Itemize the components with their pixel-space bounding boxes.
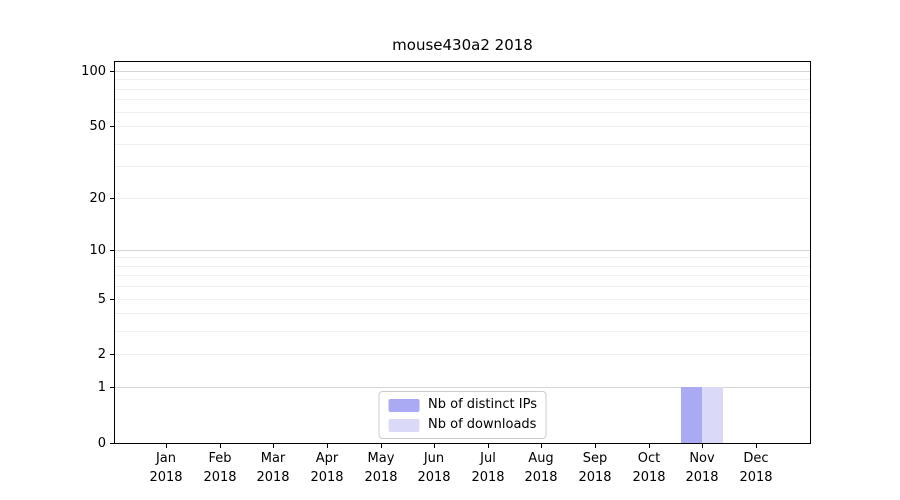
y-tick-mark (110, 299, 114, 300)
x-tick-year: 2018 (578, 469, 612, 485)
y-gridline-minor (115, 274, 810, 276)
x-tick-mark (488, 444, 489, 448)
x-tick-label: Nov 2018 (685, 450, 718, 488)
y-tick-label: 1 (97, 380, 106, 395)
y-gridline-minor (115, 88, 810, 90)
legend-item: Nb of downloads (388, 417, 537, 433)
x-tick-year: 2018 (364, 469, 398, 485)
x-tick-label: Jul 2018 (471, 450, 504, 488)
x-tick-month: Mar (260, 451, 286, 466)
legend-swatch-downloads (388, 418, 420, 432)
y-gridline-minor (115, 165, 810, 167)
y-gridline-major (115, 249, 810, 251)
x-tick-month: Feb (208, 451, 232, 466)
y-gridline-minor (115, 98, 810, 100)
x-tick-year: 2018 (310, 469, 344, 485)
legend-swatch-distinct-ips (388, 398, 420, 412)
x-tick-month: Jul (480, 451, 496, 466)
y-tick-mark (110, 250, 114, 251)
x-tick-mark (434, 444, 435, 448)
y-tick-label: 50 (89, 119, 106, 134)
legend-label: Nb of downloads (428, 417, 537, 432)
x-tick-label: Oct 2018 (632, 450, 665, 488)
x-tick-label: Sep 2018 (578, 450, 611, 488)
y-tick-mark (110, 198, 114, 199)
y-tick-mark (110, 354, 114, 355)
y-gridline-minor (115, 265, 810, 267)
x-tick-year: 2018 (739, 469, 773, 485)
x-tick-label: Jun 2018 (417, 450, 450, 488)
y-gridline-minor (115, 125, 810, 127)
x-tick-mark (273, 444, 274, 448)
legend: Nb of distinct IPs Nb of downloads (378, 391, 547, 439)
x-tick-month: Apr (315, 451, 339, 466)
x-tick-year: 2018 (203, 469, 237, 485)
x-tick-mark (702, 444, 703, 448)
x-tick-mark (166, 444, 167, 448)
y-gridline-minor (115, 312, 810, 314)
y-tick-label: 5 (97, 292, 106, 307)
x-tick-month: Jun (423, 451, 445, 466)
y-gridline-minor (115, 111, 810, 113)
x-tick-month: Oct (637, 451, 661, 466)
x-tick-month: Nov (689, 451, 715, 466)
x-tick-label: Jan 2018 (149, 450, 182, 488)
x-tick-label: Apr 2018 (310, 450, 343, 488)
x-tick-label: Mar 2018 (256, 450, 289, 488)
y-tick-label: 0 (97, 436, 106, 451)
y-tick-label: 20 (89, 191, 106, 206)
y-tick-label: 10 (89, 243, 106, 258)
y-tick-mark (110, 71, 114, 72)
x-tick-mark (381, 444, 382, 448)
y-gridline-minor (115, 197, 810, 199)
x-tick-month: Aug (528, 451, 554, 466)
y-gridline-major (115, 386, 810, 388)
x-tick-year: 2018 (149, 469, 183, 485)
y-gridline-major (115, 70, 810, 72)
x-tick-month: Jan (155, 451, 177, 466)
legend-item: Nb of distinct IPs (388, 397, 537, 413)
x-tick-month: May (367, 451, 395, 466)
y-gridline-minor (115, 143, 810, 145)
x-tick-year: 2018 (524, 469, 558, 485)
y-gridline-minor (115, 256, 810, 258)
x-tick-mark (541, 444, 542, 448)
chart-title: mouse430a2 2018 (392, 36, 533, 54)
y-gridline-minor (115, 285, 810, 287)
x-tick-label: Dec 2018 (739, 450, 772, 488)
y-tick-label: 100 (81, 64, 106, 79)
bar-downloads (702, 387, 723, 443)
x-tick-label: May 2018 (364, 450, 397, 488)
y-tick-mark (110, 443, 114, 444)
y-tick-mark (110, 387, 114, 388)
x-tick-month: Sep (582, 451, 608, 466)
x-tick-year: 2018 (685, 469, 719, 485)
y-gridline-minor (115, 353, 810, 355)
y-gridline-minor (115, 298, 810, 300)
x-tick-label: Aug 2018 (524, 450, 557, 488)
y-tick-label: 2 (97, 347, 106, 362)
x-tick-label: Feb 2018 (203, 450, 236, 488)
x-tick-year: 2018 (632, 469, 666, 485)
x-tick-year: 2018 (471, 469, 505, 485)
y-gridline-minor (115, 78, 810, 80)
bar-distinct-ips (681, 387, 702, 443)
y-tick-mark (110, 126, 114, 127)
x-tick-mark (649, 444, 650, 448)
y-gridline-minor (115, 330, 810, 332)
x-tick-month: Dec (743, 451, 769, 466)
x-tick-mark (327, 444, 328, 448)
x-tick-mark (595, 444, 596, 448)
x-tick-mark (756, 444, 757, 448)
x-tick-mark (220, 444, 221, 448)
x-tick-year: 2018 (417, 469, 451, 485)
x-tick-year: 2018 (256, 469, 290, 485)
plot-area: Nb of distinct IPs Nb of downloads 0 1 2 5 10… (81, 61, 811, 485)
legend-label: Nb of distinct IPs (428, 397, 537, 412)
